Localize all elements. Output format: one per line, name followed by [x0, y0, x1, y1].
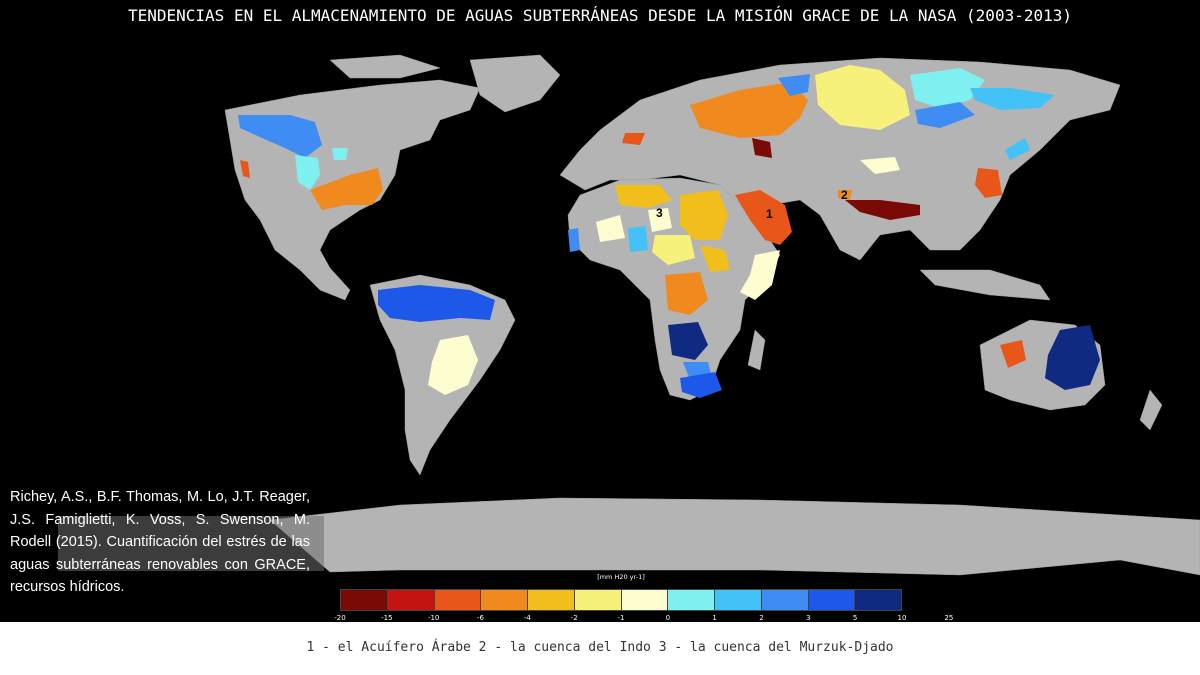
- legend-swatch: [528, 590, 575, 610]
- legend-tick-label: -10: [427, 614, 440, 622]
- basin-congo: [665, 272, 708, 315]
- basin-ob-north: [778, 74, 810, 96]
- basin-sahara-north: [615, 185, 672, 208]
- basin-nubian: [680, 190, 728, 240]
- legend-tick-label: 25: [944, 614, 954, 622]
- marker-arabian-aquifer: 1: [766, 207, 773, 221]
- basin-russia-west: [690, 82, 808, 138]
- citation-backdrop: [58, 516, 324, 571]
- legend-tick-label: -2: [570, 614, 578, 622]
- basin-north-china: [975, 168, 1002, 198]
- basin-california: [240, 160, 250, 178]
- map-title: TENDENCIAS EN EL ALMACENAMIENTO DE AGUAS…: [127, 6, 1072, 25]
- legend-colorbar: [340, 589, 902, 611]
- basin-great-artesian: [1045, 325, 1100, 390]
- legend-swatch: [715, 590, 762, 610]
- land-madagascar: [747, 329, 766, 371]
- legend-swatch: [855, 590, 901, 610]
- basin-indus-small: [838, 190, 852, 200]
- basin-murzuk: [648, 208, 672, 232]
- legend-swatch: [481, 590, 528, 610]
- legend-tick-label: 0: [665, 614, 671, 622]
- aquifer-basins: [238, 65, 1100, 398]
- land-masses: [224, 54, 1200, 576]
- legend-swatch: [621, 590, 669, 610]
- land-indonesia: [919, 269, 1051, 301]
- basin-arabian: [735, 190, 792, 245]
- basin-gulf-coast: [310, 168, 383, 210]
- basin-high-plains: [295, 155, 320, 190]
- legend-tick-label: -15: [381, 614, 393, 622]
- legend-tick-label: 3: [806, 614, 811, 622]
- basin-canning: [1000, 340, 1026, 368]
- land-arctic-islands: [329, 54, 441, 79]
- legend-tick-label: 5: [852, 614, 858, 622]
- legend-tick-label: -1: [617, 614, 625, 622]
- basin-chad: [652, 235, 695, 265]
- legend-swatch: [434, 590, 482, 610]
- basin-sudd: [700, 245, 730, 272]
- land-new-zealand: [1139, 389, 1163, 431]
- basin-europe-west: [622, 133, 645, 145]
- basin-guarani: [428, 335, 478, 395]
- basin-indus-ganges: [845, 200, 920, 220]
- legend-swatch: [808, 590, 856, 610]
- legend-tick-label: -20: [334, 614, 346, 622]
- basin-somali: [740, 250, 780, 300]
- marker-indus-basin: 2: [841, 188, 848, 202]
- legend-swatch: [341, 590, 388, 610]
- basin-lena: [970, 88, 1055, 110]
- legend-tick-label: 1: [712, 614, 717, 622]
- legend-unit-label: [mm H20 yr-1]: [597, 573, 645, 581]
- basin-kalahari: [668, 322, 708, 360]
- basin-siberia-east: [910, 68, 985, 108]
- legend-swatch: [387, 590, 435, 610]
- land-greenland: [469, 54, 561, 113]
- marker-murzuk-basin: 3: [656, 206, 663, 220]
- basin-caspian: [752, 138, 772, 158]
- legend-swatch: [761, 590, 809, 610]
- legend-tick-label: 10: [897, 614, 907, 622]
- basin-central-asia: [860, 157, 900, 174]
- basin-korea: [1005, 138, 1030, 160]
- citation-text: Richey, A.S., B.F. Thomas, M. Lo, J.T. R…: [10, 489, 310, 595]
- map-frame: 1 2 3 TENDENCIAS EN EL ALMACENAMIENTO DE…: [0, 0, 1200, 622]
- legend-swatch: [668, 590, 715, 610]
- basin-markers: 1 2 3: [656, 188, 848, 221]
- basin-senegal: [568, 228, 580, 252]
- basin-taoudeni: [596, 215, 625, 242]
- world-map: 1 2 3: [224, 54, 1200, 576]
- footer-caption: 1 - el Acuífero Árabe 2 - la cuenca del …: [306, 640, 894, 655]
- basin-iullemeden: [628, 226, 648, 252]
- legend-tick-label: -6: [477, 614, 484, 622]
- basin-midwest: [332, 148, 348, 160]
- legend-tick-label: -4: [523, 614, 531, 622]
- land-antarctica: [269, 497, 1200, 576]
- basin-canada: [238, 115, 322, 158]
- basin-amur: [915, 102, 975, 128]
- legend-tick-label: 2: [759, 614, 764, 622]
- basin-amazon: [378, 285, 495, 322]
- legend-swatch: [574, 590, 622, 610]
- basin-siberia-west: [815, 65, 910, 130]
- basin-south-africa: [680, 372, 722, 398]
